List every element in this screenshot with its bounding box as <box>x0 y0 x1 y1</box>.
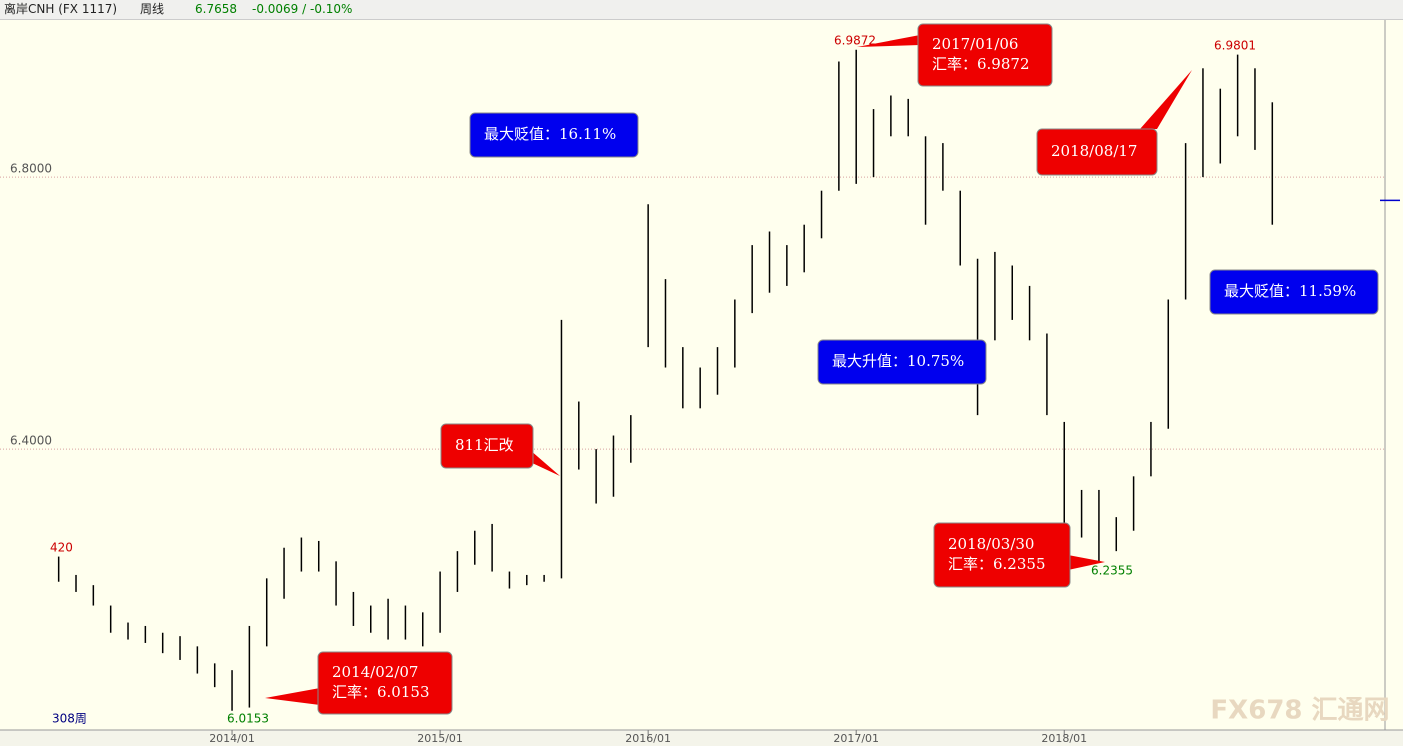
period[interactable]: 周线 <box>140 2 165 16</box>
y-tick-label: 6.8000 <box>10 162 52 176</box>
callout-text: 811汇改 <box>455 436 514 454</box>
callout-text: 最大贬值：11.59% <box>1224 282 1356 300</box>
callout-pointer <box>265 688 320 705</box>
point-label: 308周 <box>52 712 87 726</box>
x-tick-label: 2016/01 <box>625 732 671 745</box>
callout-text: 2014/02/07 <box>332 663 418 681</box>
callout: 2017/01/06 汇率：6.9872 <box>857 23 1053 87</box>
callout: 最大贬值：16.11% <box>469 112 639 158</box>
callout-pointer <box>530 450 560 476</box>
callout: 2014/02/07 汇率：6.0153 <box>265 651 453 715</box>
callout-box <box>1036 128 1158 176</box>
callout-text: 2017/01/06 <box>932 35 1018 53</box>
point-label: 6.2355 <box>1091 564 1133 578</box>
callout: 最大升值：10.75% <box>817 339 987 385</box>
callout-text: 2018/03/30 <box>948 535 1034 553</box>
callout-text: 汇率：6.0153 <box>332 683 430 701</box>
callout-box <box>1209 269 1379 315</box>
callout-text: 最大升值：10.75% <box>832 352 964 370</box>
callout: 2018/03/30 汇率：6.2355 <box>933 522 1105 588</box>
callout-pointer <box>857 35 920 47</box>
callout-box <box>917 23 1053 87</box>
x-tick-label: 2015/01 <box>417 732 463 745</box>
x-tick-label: 2018/01 <box>1041 732 1087 745</box>
callout: 811汇改 <box>440 423 560 476</box>
last-price: 6.7658 <box>195 2 237 16</box>
point-label: 420 <box>50 541 73 555</box>
callout-box <box>440 423 534 469</box>
callout-text: 汇率：6.9872 <box>932 55 1030 73</box>
callout-box <box>469 112 639 158</box>
callout: 2018/08/17 <box>1036 70 1192 176</box>
callout-box <box>817 339 987 385</box>
x-tick-label: 2017/01 <box>833 732 879 745</box>
callout-text: 2018/08/17 <box>1051 142 1137 160</box>
point-label: 6.0153 <box>227 712 269 726</box>
point-label: 6.9872 <box>834 34 876 48</box>
x-axis-band <box>0 730 1403 746</box>
y-tick-label: 6.4000 <box>10 434 52 448</box>
callout-box <box>317 651 453 715</box>
callout-pointer <box>1068 555 1105 570</box>
change: -0.0069 / -0.10% <box>252 2 353 16</box>
header: 离岸CNH (FX 1117) 周线 6.7658 -0.0069 / -0.1… <box>0 0 1403 20</box>
callout-box <box>933 522 1071 588</box>
callout-pointer <box>1140 70 1192 129</box>
callout-text: 最大贬值：16.11% <box>484 125 616 143</box>
point-label: 6.9801 <box>1214 39 1256 53</box>
x-tick-label: 2014/01 <box>209 732 255 745</box>
callout-text: 汇率：6.2355 <box>948 555 1046 573</box>
callout: 最大贬值：11.59% <box>1209 269 1379 315</box>
watermark: FX678 汇通网 <box>1210 696 1389 726</box>
symbol: 离岸CNH (FX 1117) <box>4 2 118 16</box>
